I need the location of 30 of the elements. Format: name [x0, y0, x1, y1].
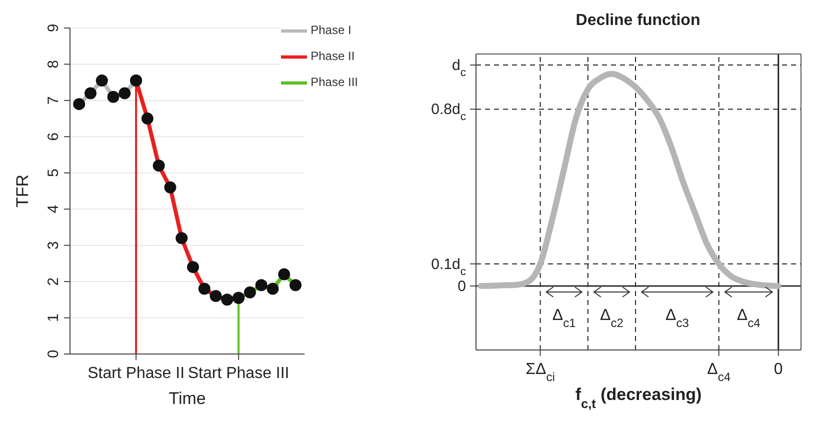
y-tick-label: 6: [45, 132, 62, 141]
x-tick-label: Δ$_{c4}$: [707, 361, 731, 384]
x-tick-label: Start Phase III: [188, 365, 290, 382]
y-tick-label: 0: [45, 350, 62, 358]
y-tick-label: 3: [45, 241, 62, 250]
x-axis-title: f$_{c,t}$ (decreasing): [575, 385, 702, 410]
y-tick-label: 5: [45, 168, 62, 178]
x-axis-title: Time: [168, 389, 206, 408]
x-tick-label: 0: [774, 361, 783, 378]
x-tick-label: ΣΔ$_{ci}$: [526, 361, 555, 384]
x-tick-label: Start Phase II: [88, 365, 185, 382]
y-tick-label: 7: [45, 96, 62, 105]
y-tick-label: 0.8d$_{c}$: [431, 101, 466, 124]
y-tick-label: 9: [45, 24, 62, 32]
y-tick-label: d$_{c}$: [452, 57, 466, 80]
y-tick-label: 8: [45, 60, 62, 68]
legend-label: Phase II: [310, 49, 355, 64]
y-tick-label: 0.1d$_{c}$: [431, 256, 466, 278]
annotation: Δ$_{c2}$: [600, 307, 624, 330]
legend-label: Phase I: [310, 23, 352, 38]
annotation: Δ$_{c3}$: [666, 307, 690, 330]
legend-label: Phase III: [310, 75, 358, 90]
y-tick-label: 2: [45, 277, 62, 286]
y-tick-label: 0: [458, 278, 466, 295]
annotation: Δ$_{c4}$: [736, 307, 761, 330]
annotation: Δ$_{c1}$: [552, 307, 576, 330]
y-tick-label: 1: [45, 314, 62, 322]
chart-title: Decline function: [574, 12, 702, 30]
y-tick-label: 4: [45, 204, 62, 214]
y-axis-title: TFR: [13, 174, 32, 208]
